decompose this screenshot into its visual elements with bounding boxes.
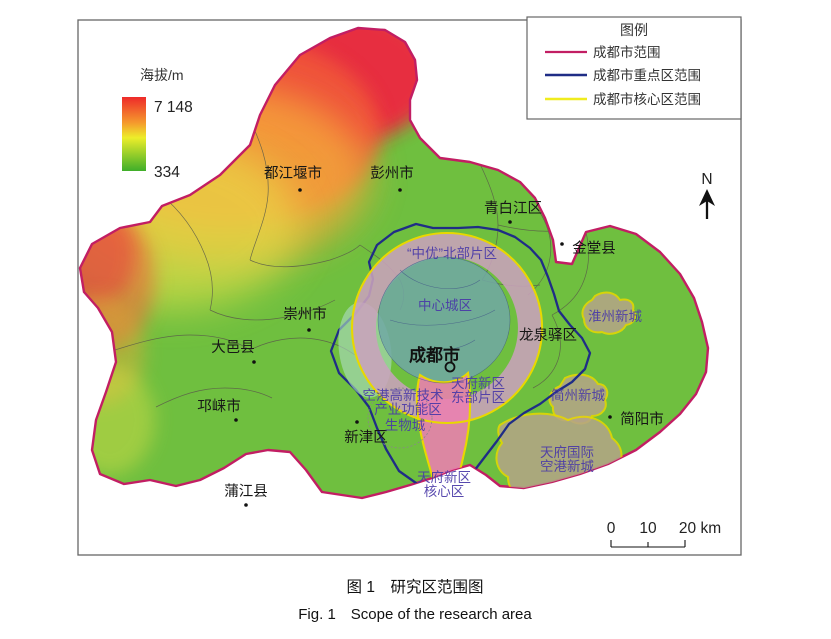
svg-text:成都市核心区范围: 成都市核心区范围 xyxy=(593,91,701,107)
svg-text:334: 334 xyxy=(154,164,180,181)
svg-text:青白江区: 青白江区 xyxy=(484,200,542,217)
svg-text:10: 10 xyxy=(639,520,657,537)
svg-text:海拔/m: 海拔/m xyxy=(140,67,184,83)
svg-text:核心区: 核心区 xyxy=(424,484,465,499)
svg-text:简阳市: 简阳市 xyxy=(620,411,664,428)
svg-text:Fig. 1 Scope of the research a: Fig. 1 Scope of the research area xyxy=(298,606,532,623)
svg-text:邛崃市: 邛崃市 xyxy=(197,398,241,415)
svg-text:20 km: 20 km xyxy=(679,520,721,537)
svg-text:图 1 研究区范围图: 图 1 研究区范围图 xyxy=(347,578,484,596)
svg-text:龙泉驿区: 龙泉驿区 xyxy=(519,327,577,344)
svg-text:“中优”北部片区: “中优”北部片区 xyxy=(407,246,497,261)
svg-text:彭州市: 彭州市 xyxy=(370,165,414,182)
svg-text:N: N xyxy=(701,171,712,188)
svg-text:0: 0 xyxy=(607,520,616,537)
svg-text:都江堰市: 都江堰市 xyxy=(264,165,322,182)
svg-text:天府新区: 天府新区 xyxy=(417,470,471,485)
svg-text:东部片区: 东部片区 xyxy=(451,390,505,405)
svg-text:崇州市: 崇州市 xyxy=(283,306,327,323)
svg-text:成都市重点区范围: 成都市重点区范围 xyxy=(593,67,701,83)
svg-text:生物城: 生物城 xyxy=(385,418,426,433)
svg-text:大邑县: 大邑县 xyxy=(211,339,255,356)
svg-text:成都市: 成都市 xyxy=(409,345,460,365)
svg-text:空港新城: 空港新城 xyxy=(540,459,594,474)
svg-text:淮州新城: 淮州新城 xyxy=(588,309,642,324)
svg-text:空港高新技术: 空港高新技术 xyxy=(363,387,444,403)
svg-text:简州新城: 简州新城 xyxy=(551,387,605,403)
svg-text:天府新区: 天府新区 xyxy=(451,376,505,391)
svg-text:产业功能区: 产业功能区 xyxy=(374,402,442,417)
svg-text:天府国际: 天府国际 xyxy=(540,445,594,460)
svg-text:7 148: 7 148 xyxy=(154,99,193,116)
svg-text:蒲江县: 蒲江县 xyxy=(224,483,268,500)
svg-text:新津区: 新津区 xyxy=(344,429,388,446)
svg-text:成都市范围: 成都市范围 xyxy=(593,44,661,60)
svg-text:中心城区: 中心城区 xyxy=(418,298,472,313)
svg-text:图例: 图例 xyxy=(620,22,648,38)
svg-text:金堂县: 金堂县 xyxy=(572,240,616,257)
